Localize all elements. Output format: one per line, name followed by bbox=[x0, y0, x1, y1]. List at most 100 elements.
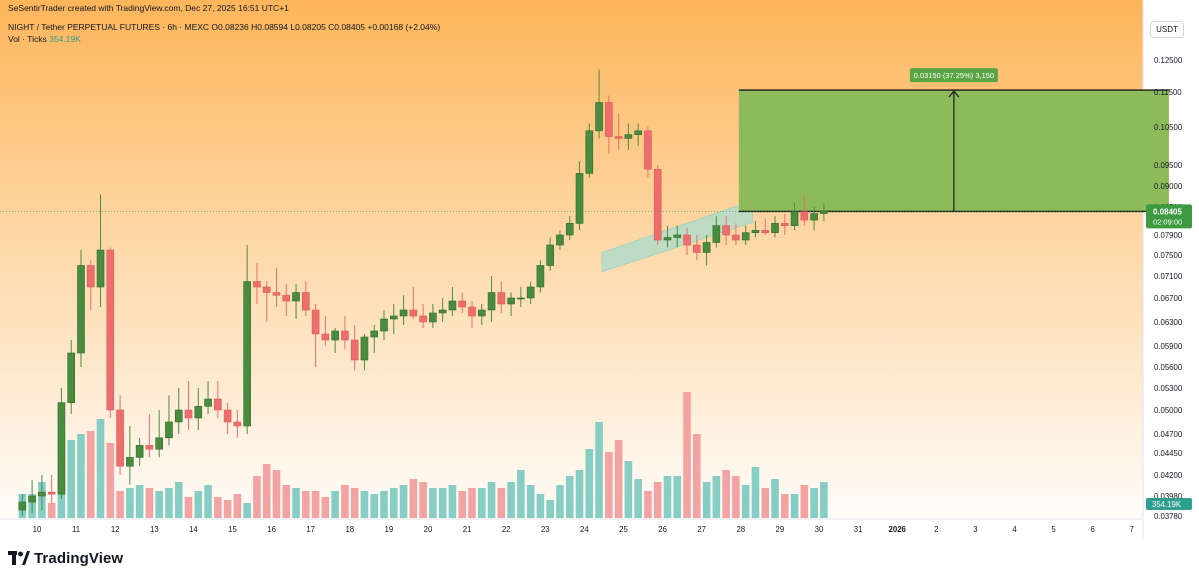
candle bbox=[282, 284, 291, 316]
candle-body bbox=[409, 309, 418, 317]
time-tick-label: 13 bbox=[150, 525, 159, 534]
candle bbox=[536, 260, 545, 293]
candle-body bbox=[741, 232, 750, 241]
candle bbox=[644, 127, 652, 178]
candle bbox=[57, 388, 66, 499]
tradingview-logo[interactable]: TradingView bbox=[8, 548, 123, 568]
candle-body bbox=[57, 402, 66, 495]
candle-body bbox=[565, 223, 574, 236]
time-tick-label: 25 bbox=[619, 525, 628, 534]
volume-label: Vol · Ticks bbox=[8, 34, 47, 44]
volume-bar bbox=[419, 482, 427, 518]
price-tick-label: 0.05900 bbox=[1154, 342, 1183, 351]
time-tick-label: 5 bbox=[1051, 525, 1056, 534]
candle bbox=[448, 287, 457, 316]
candle bbox=[126, 426, 134, 485]
candle-body bbox=[458, 300, 467, 308]
volume-bar bbox=[350, 488, 359, 518]
candle-body bbox=[653, 168, 662, 241]
candle bbox=[399, 295, 408, 325]
candle bbox=[223, 402, 232, 434]
candle bbox=[468, 301, 476, 328]
time-axis-panel bbox=[0, 519, 1143, 540]
candle bbox=[272, 268, 281, 307]
candle-body bbox=[18, 501, 27, 511]
candle bbox=[174, 388, 183, 434]
candle bbox=[67, 340, 76, 414]
target-arrow-head bbox=[948, 90, 960, 98]
volume-bar bbox=[380, 491, 388, 518]
candle bbox=[546, 237, 554, 271]
price-tick-label: 0.10500 bbox=[1154, 123, 1183, 132]
candle bbox=[517, 287, 525, 307]
time-tick-label: 29 bbox=[776, 525, 785, 534]
candle bbox=[751, 221, 760, 238]
time-tick-label: 20 bbox=[424, 525, 433, 534]
candle bbox=[673, 225, 682, 248]
candle bbox=[28, 479, 36, 513]
volume-bar bbox=[653, 482, 662, 518]
countdown-label: 02:09:00 bbox=[1153, 217, 1182, 226]
candle-body bbox=[732, 234, 740, 241]
candle-body bbox=[438, 309, 447, 314]
candle-body bbox=[96, 249, 105, 288]
volume-bar bbox=[673, 476, 682, 518]
candle-body bbox=[77, 265, 85, 354]
candle bbox=[253, 262, 261, 304]
volume-bar bbox=[67, 440, 76, 518]
time-tick-label: 14 bbox=[189, 525, 198, 534]
candle-body bbox=[477, 309, 486, 317]
time-tick-label: 10 bbox=[33, 525, 42, 534]
volume-bar bbox=[399, 485, 408, 518]
candle-body bbox=[28, 495, 36, 503]
candle bbox=[790, 202, 799, 231]
currency-button[interactable]: USDT bbox=[1150, 21, 1184, 38]
candle bbox=[96, 194, 105, 307]
candle bbox=[116, 395, 124, 475]
volume-bar bbox=[106, 443, 115, 518]
time-tick-label: 27 bbox=[697, 525, 706, 534]
candle-body bbox=[722, 225, 730, 236]
candle bbox=[233, 410, 242, 438]
volume-bar bbox=[389, 488, 398, 518]
volume-bar bbox=[663, 476, 672, 518]
candle bbox=[556, 230, 564, 250]
candle-body bbox=[67, 352, 76, 403]
candle-body bbox=[399, 309, 408, 317]
candle bbox=[507, 292, 515, 316]
price-tick-label: 0.05000 bbox=[1154, 406, 1183, 415]
price-tick-label: 0.06300 bbox=[1154, 318, 1183, 327]
candle bbox=[321, 316, 330, 346]
candle-body bbox=[507, 297, 515, 305]
candle-body bbox=[614, 136, 623, 139]
price-tick-label: 0.12500 bbox=[1154, 56, 1183, 65]
volume-bar bbox=[194, 491, 203, 518]
volume-bar bbox=[145, 488, 154, 518]
candle-body bbox=[223, 409, 232, 423]
candle-body bbox=[634, 130, 642, 135]
candle-body bbox=[311, 309, 320, 335]
target-label: 0.03150 (37.25%) 3,150 bbox=[914, 71, 994, 80]
candle-body bbox=[214, 398, 222, 411]
candle bbox=[165, 395, 173, 446]
candle-body bbox=[38, 491, 46, 497]
candle bbox=[741, 225, 750, 245]
candle bbox=[194, 388, 203, 430]
candle bbox=[458, 292, 467, 313]
volume-bar bbox=[820, 482, 828, 518]
volume-bar bbox=[126, 488, 134, 518]
candle-body bbox=[184, 409, 193, 419]
volume-bar bbox=[262, 464, 271, 518]
candle bbox=[145, 414, 154, 458]
volume-bar bbox=[448, 485, 457, 518]
last-volume-label: 354.19K bbox=[1152, 500, 1182, 509]
candle bbox=[419, 304, 427, 328]
volume-bar bbox=[243, 503, 251, 518]
price-axis-panel bbox=[1143, 0, 1199, 540]
candle bbox=[135, 437, 144, 467]
price-tick-label: 0.06700 bbox=[1154, 294, 1183, 303]
price-tick-label: 0.03980 bbox=[1154, 492, 1183, 501]
price-tick-label: 0.03780 bbox=[1154, 512, 1183, 521]
candle bbox=[47, 475, 56, 504]
